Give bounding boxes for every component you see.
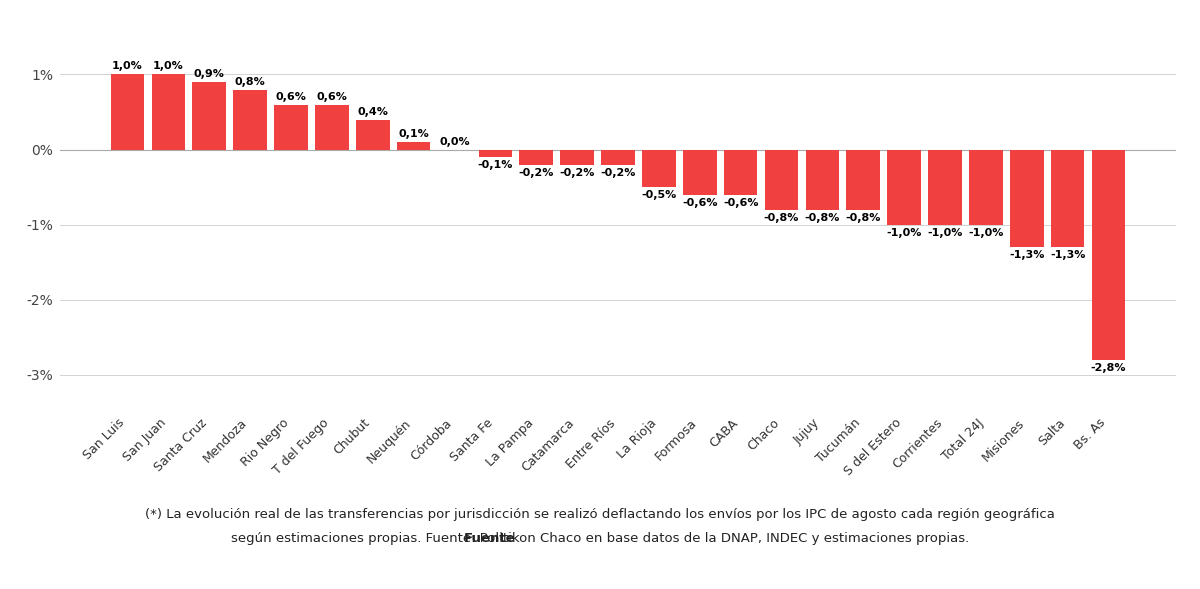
Text: 0,8%: 0,8% [235, 77, 265, 87]
Bar [110, 74, 144, 150]
Bar [683, 150, 716, 194]
Bar [560, 150, 594, 164]
Bar [275, 104, 307, 150]
Text: según estimaciones propias. Fuente: Politikon Chaco en base datos de la DNAP, IN: según estimaciones propias. Fuente: Poli… [230, 532, 970, 545]
Text: -1,3%: -1,3% [1009, 250, 1044, 260]
Bar [724, 150, 757, 194]
Bar [151, 74, 185, 150]
Text: -2,8%: -2,8% [1091, 363, 1127, 373]
Text: -0,8%: -0,8% [805, 213, 840, 223]
Text: -0,6%: -0,6% [722, 197, 758, 207]
Bar [479, 150, 512, 157]
Text: 0,9%: 0,9% [194, 69, 224, 79]
Bar [316, 104, 349, 150]
Text: -0,2%: -0,2% [600, 168, 636, 177]
Bar [520, 150, 553, 164]
Text: -0,8%: -0,8% [846, 213, 881, 223]
Bar [397, 142, 431, 150]
Bar [805, 150, 839, 210]
Text: -0,8%: -0,8% [764, 213, 799, 223]
Bar [887, 150, 920, 224]
Text: -1,0%: -1,0% [887, 227, 922, 237]
Bar [356, 120, 390, 150]
Text: 0,1%: 0,1% [398, 129, 428, 139]
Text: -0,5%: -0,5% [641, 190, 677, 200]
Text: 0,4%: 0,4% [358, 107, 388, 117]
Text: 0,6%: 0,6% [317, 91, 347, 101]
Text: 0,0%: 0,0% [439, 137, 470, 147]
Text: -0,2%: -0,2% [518, 168, 554, 177]
Bar [970, 150, 1003, 224]
Bar [846, 150, 880, 210]
Text: -0,2%: -0,2% [559, 168, 595, 177]
Text: Fuente: Fuente [463, 532, 515, 545]
Bar [764, 150, 798, 210]
Text: (*) La evolución real de las transferencias por jurisdicción se realizó deflacta: (*) La evolución real de las transferenc… [145, 508, 1055, 521]
Bar [1092, 150, 1126, 360]
Bar [601, 150, 635, 164]
Text: -0,1%: -0,1% [478, 160, 514, 170]
Text: -0,6%: -0,6% [682, 197, 718, 207]
Text: -1,3%: -1,3% [1050, 250, 1085, 260]
Text: 1,0%: 1,0% [112, 61, 143, 71]
Bar [192, 82, 226, 150]
Text: 1,0%: 1,0% [152, 61, 184, 71]
Bar [1051, 150, 1085, 247]
Bar [233, 90, 266, 150]
Text: -1,0%: -1,0% [928, 227, 962, 237]
Text: -1,0%: -1,0% [968, 227, 1003, 237]
Bar [642, 150, 676, 187]
Bar [1010, 150, 1044, 247]
Bar [929, 150, 961, 224]
Text: 0,6%: 0,6% [276, 91, 306, 101]
